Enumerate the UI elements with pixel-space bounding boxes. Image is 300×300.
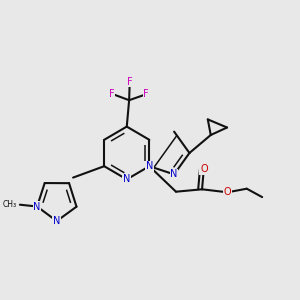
Text: O: O — [224, 187, 231, 197]
Text: N: N — [146, 161, 153, 171]
Text: F: F — [143, 89, 149, 99]
Text: O: O — [200, 164, 208, 174]
Text: N: N — [53, 216, 60, 226]
Text: N: N — [170, 169, 178, 179]
Text: CH₃: CH₃ — [3, 200, 17, 209]
Text: F: F — [109, 88, 114, 99]
Text: F: F — [127, 76, 133, 87]
Text: N: N — [123, 174, 130, 184]
Text: N: N — [33, 202, 41, 212]
